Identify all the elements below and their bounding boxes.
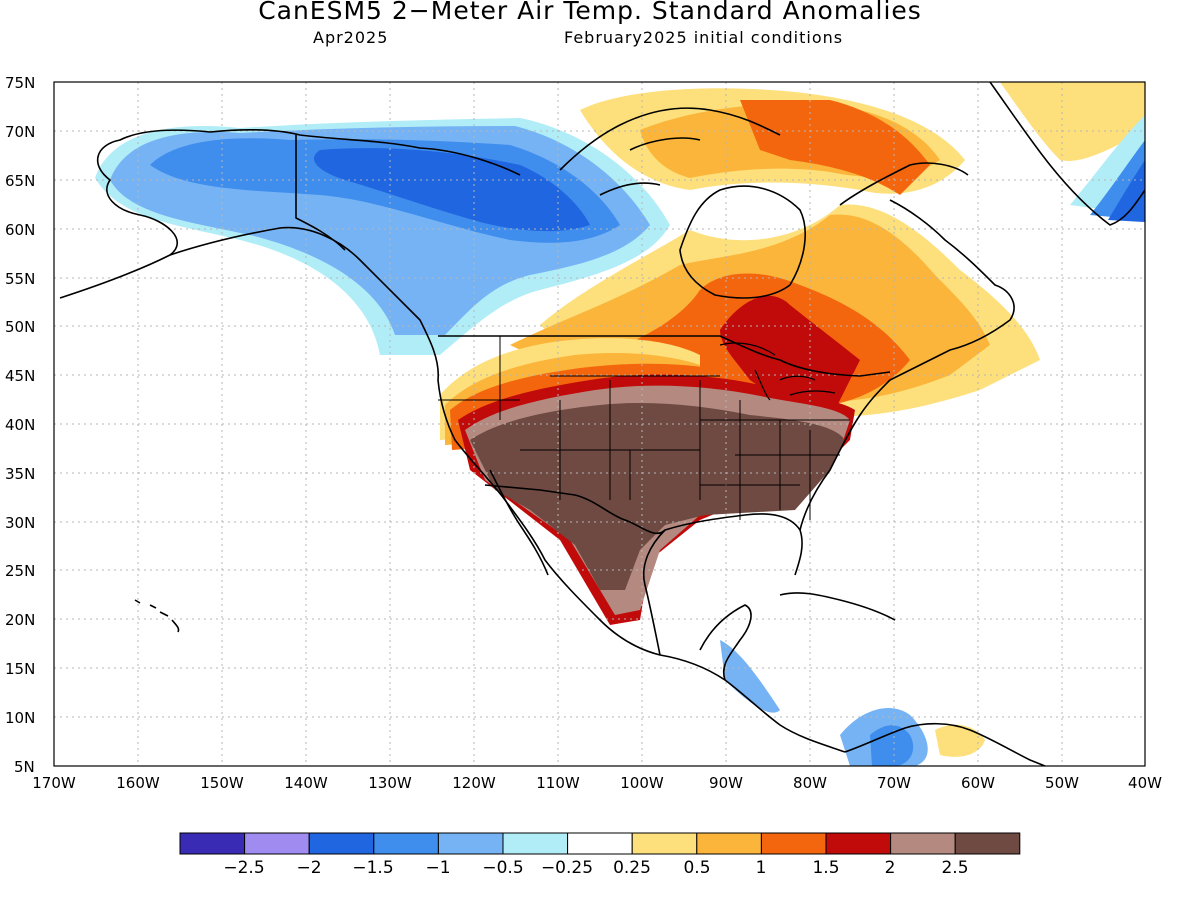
us-state-lines bbox=[438, 336, 850, 520]
lon-label: 70W bbox=[877, 774, 911, 792]
lat-label: 25N bbox=[5, 562, 35, 580]
anomaly-ca-cold bbox=[720, 640, 780, 713]
graticule bbox=[54, 82, 1145, 766]
border-alaska-canada bbox=[295, 135, 346, 251]
coastline-greenland bbox=[989, 82, 1145, 226]
lon-label: 50W bbox=[1045, 774, 1079, 792]
forecast-month: Apr2025 bbox=[313, 28, 389, 47]
lon-label: 140W bbox=[284, 774, 328, 792]
lat-label: 70N bbox=[5, 123, 35, 141]
lon-label: 150W bbox=[200, 774, 244, 792]
colorbar-tick-label: 2 bbox=[885, 858, 896, 878]
lat-label: 45N bbox=[5, 367, 35, 385]
lat-label: 20N bbox=[5, 611, 35, 629]
colorbar-swatch bbox=[631, 832, 698, 855]
colorbar-tick-label: 1 bbox=[756, 858, 767, 878]
colorbar-swatch bbox=[954, 832, 1021, 855]
colorbar-swatch bbox=[567, 832, 633, 855]
lon-label: 160W bbox=[116, 774, 160, 792]
colorbar-swatch bbox=[825, 832, 892, 855]
lat-label: 40N bbox=[5, 416, 35, 434]
colorbar-swatch bbox=[760, 832, 827, 855]
colorbar-swatch bbox=[179, 832, 246, 855]
lat-label: 55N bbox=[5, 270, 35, 288]
lon-label: 90W bbox=[709, 774, 743, 792]
colorbar-labels: −2.5 −2 −1.5 −1 −0.5 −0.25 0.25 0.5 1 1.… bbox=[223, 858, 968, 878]
initial-conditions: February2025 initial conditions bbox=[564, 28, 844, 47]
colorbar-swatch bbox=[502, 832, 569, 855]
colorbar-swatch bbox=[373, 832, 439, 855]
anomaly-arctic-warm3 bbox=[740, 100, 930, 195]
anomaly-field bbox=[95, 82, 1145, 766]
coastline-atlantic bbox=[799, 199, 1015, 531]
lon-label: 60W bbox=[961, 774, 995, 792]
coastline-hudson-bay bbox=[679, 185, 806, 299]
anomaly-greenland-warm bbox=[1000, 82, 1145, 161]
anomaly-great-lakes-red bbox=[720, 295, 860, 410]
lat-axis: 75N 70N 65N 60N 55N 50N 45N 40N 35N 30N … bbox=[5, 74, 35, 776]
lon-label: 170W bbox=[32, 774, 76, 792]
coastline-great-lakes bbox=[719, 342, 836, 401]
anomaly-sa-warm bbox=[935, 724, 985, 757]
colorbar-tick-label: −0.5 bbox=[482, 858, 523, 878]
coastline-gulf bbox=[642, 513, 803, 656]
colorbar-tick-label: −0.25 bbox=[541, 858, 593, 878]
colorbar-tick-label: 2.5 bbox=[941, 858, 968, 878]
lat-label: 65N bbox=[5, 172, 35, 190]
anomaly-greenland-cold3 bbox=[1108, 160, 1145, 222]
lat-label: 75N bbox=[5, 74, 35, 92]
lat-label: 60N bbox=[5, 221, 35, 239]
colorbar-swatch bbox=[308, 832, 375, 855]
lat-label: 5N bbox=[14, 758, 35, 776]
lon-label: 130W bbox=[368, 774, 412, 792]
colorbar-swatch bbox=[696, 832, 762, 855]
colorbar-tick-label: 1.5 bbox=[812, 858, 839, 878]
coastlines bbox=[59, 82, 1145, 766]
lon-label: 40W bbox=[1128, 774, 1162, 792]
colorbar-swatch bbox=[244, 832, 310, 855]
lat-label: 35N bbox=[5, 465, 35, 483]
coastline-south-america bbox=[844, 722, 1046, 766]
colorbar-tick-label: −2.5 bbox=[223, 858, 264, 878]
colorbar-tick-label: 0.5 bbox=[683, 858, 710, 878]
border-us-mexico bbox=[484, 484, 666, 535]
lat-label: 10N bbox=[5, 709, 35, 727]
lon-axis: 170W 160W 150W 140W 130W 120W 110W 100W … bbox=[32, 774, 1162, 792]
coastline-labrador bbox=[839, 162, 969, 206]
lon-label: 80W bbox=[793, 774, 827, 792]
lat-label: 30N bbox=[5, 514, 35, 532]
colorbar-tick-label: −1.5 bbox=[352, 858, 393, 878]
lon-label: 110W bbox=[536, 774, 580, 792]
map-frame bbox=[53, 81, 1146, 767]
map-title: CanESM5 2−Meter Air Temp. Standard Anoma… bbox=[258, 0, 922, 25]
lon-label: 120W bbox=[452, 774, 496, 792]
lat-label: 15N bbox=[5, 660, 35, 678]
colorbar-swatch bbox=[890, 832, 956, 855]
colorbar-tick-label: 0.25 bbox=[613, 858, 651, 878]
coastline-yucatan bbox=[699, 604, 752, 681]
colorbar-tick-label: −2 bbox=[296, 858, 321, 878]
lon-label: 100W bbox=[620, 774, 664, 792]
coastline-cuba bbox=[779, 592, 896, 621]
colorbar bbox=[179, 832, 1021, 855]
coastline-alaska bbox=[59, 129, 521, 299]
anomaly-neg-2 bbox=[314, 148, 590, 232]
colorbar-tick-label: −1 bbox=[425, 858, 450, 878]
coastline-baja bbox=[489, 469, 549, 576]
colorbar-swatch bbox=[437, 832, 504, 855]
anomaly-us-dark-brown bbox=[470, 403, 845, 590]
anomaly-sa-cold2 bbox=[870, 725, 914, 766]
coastline-arctic-islands bbox=[559, 107, 781, 196]
lat-label: 50N bbox=[5, 318, 35, 336]
hawaii-islands bbox=[134, 599, 180, 633]
